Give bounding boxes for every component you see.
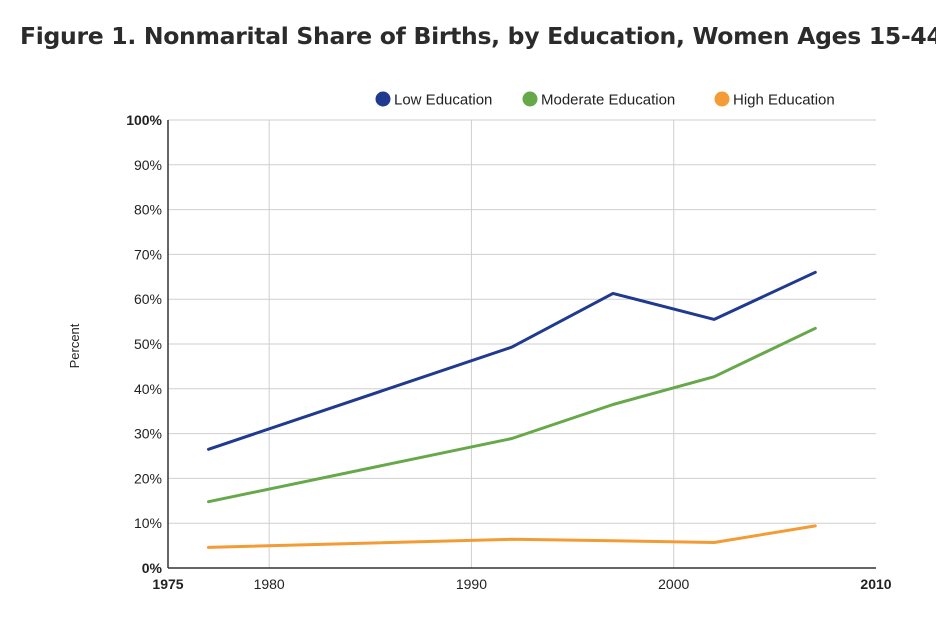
x-tick-label: 1980	[254, 576, 285, 592]
y-axis-label: Percent	[67, 323, 82, 368]
legend-marker-low-education	[375, 91, 391, 107]
x-tick-label: 1990	[456, 576, 487, 592]
y-tick-label: 60%	[134, 291, 162, 307]
y-tick-label: 70%	[134, 246, 162, 262]
series-line-moderate-education	[207, 326, 817, 504]
chart-title: Figure 1. Nonmarital Share of Births, by…	[20, 22, 936, 50]
x-tick-label: 2000	[658, 576, 689, 592]
legend-label-high-education: High Education	[733, 92, 835, 109]
y-tick-label: 50%	[134, 336, 162, 352]
x-tick-label: 2010	[860, 576, 891, 592]
y-tick-label: 90%	[134, 157, 162, 173]
y-tick-label: 100%	[126, 112, 162, 128]
y-tick-label: 10%	[134, 515, 162, 531]
legend-marker-moderate-education	[522, 91, 538, 107]
legend-marker-high-education	[714, 91, 730, 107]
y-tick-label: 20%	[134, 470, 162, 486]
y-tick-label: 0%	[142, 560, 163, 576]
legend-label-low-education: Low Education	[394, 92, 492, 109]
series-line-high-education	[207, 524, 817, 549]
legend-label-moderate-education: Moderate Education	[541, 92, 675, 109]
y-tick-label: 80%	[134, 202, 162, 218]
series-line-low-education	[207, 270, 817, 451]
x-tick-label: 1975	[152, 576, 183, 592]
y-tick-label: 40%	[134, 381, 162, 397]
y-tick-label: 30%	[134, 426, 162, 442]
